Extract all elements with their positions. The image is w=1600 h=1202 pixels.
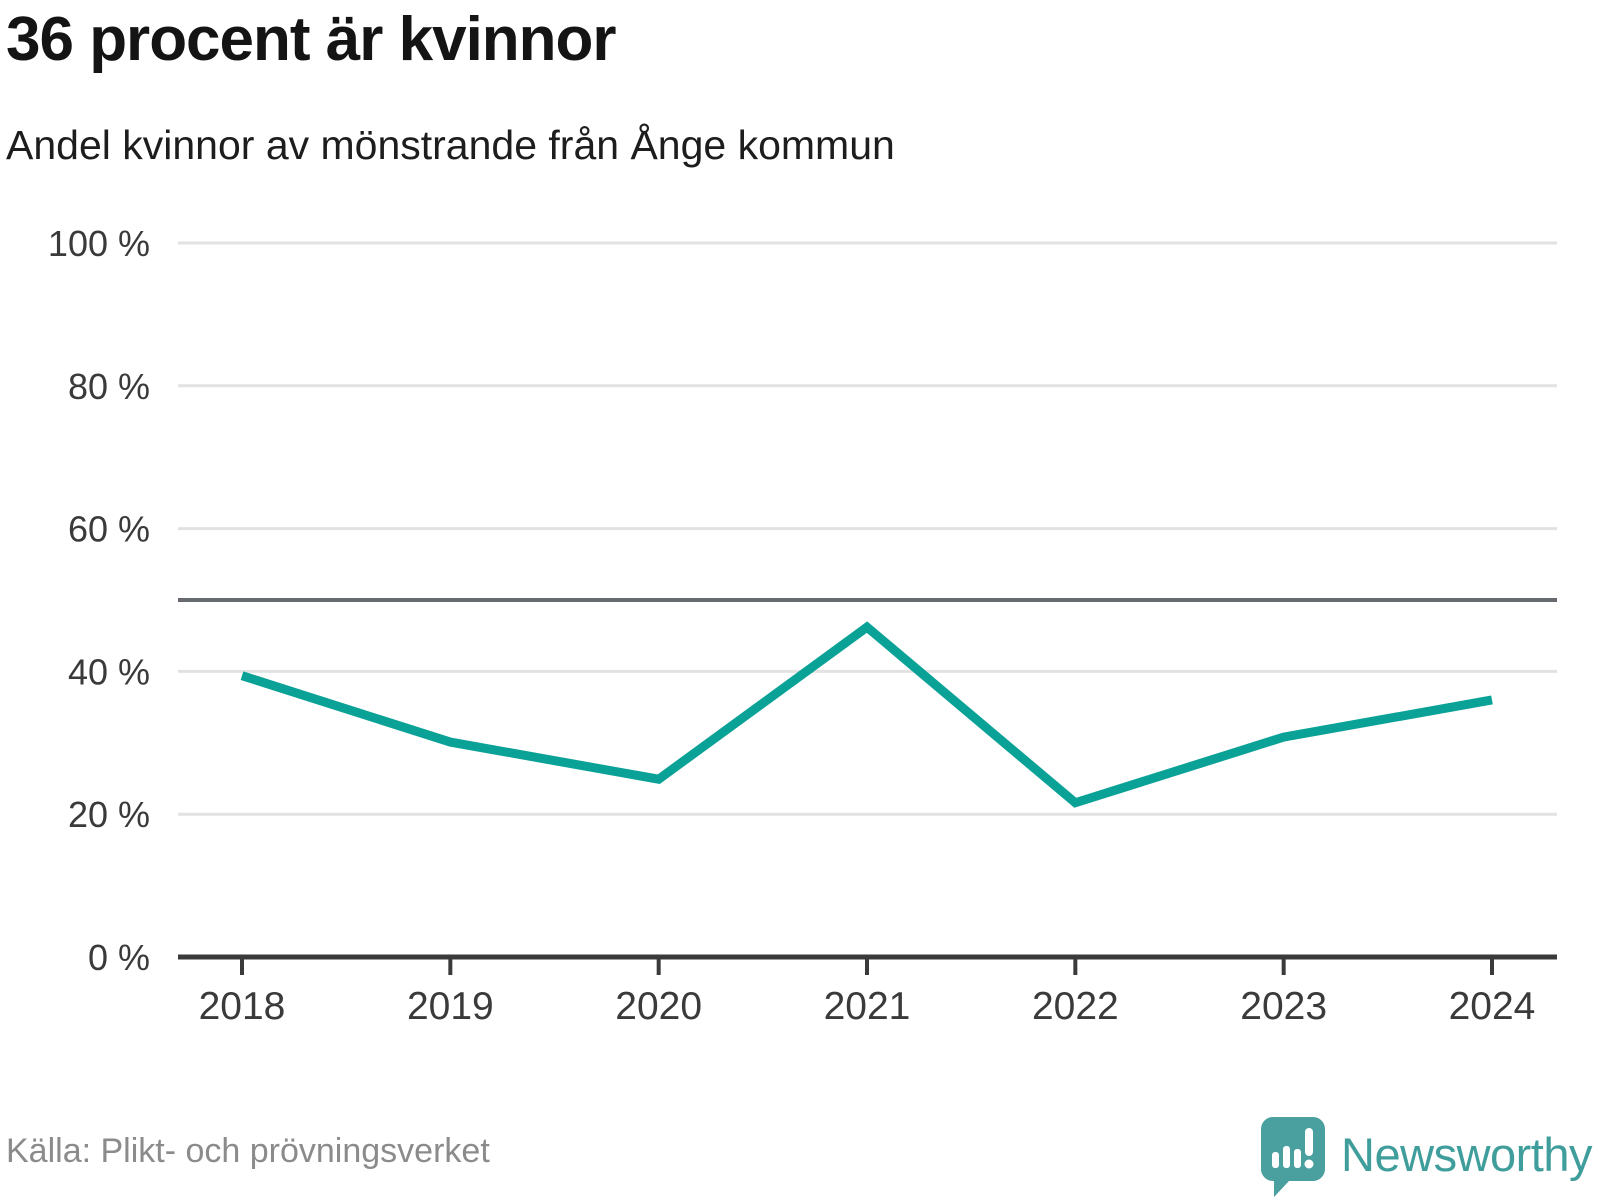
- x-tick-label: 2020: [615, 985, 702, 1028]
- data-line-andel-kvinnor: [240, 621, 1493, 808]
- x-tick-label: 2024: [1449, 985, 1536, 1028]
- y-tick-label: 40 %: [68, 651, 150, 692]
- line-chart: 0 % 20 % 40 % 60 % 80 % 100 % 2018 2019 2020 2021…: [48, 223, 1557, 1028]
- y-tick-label: 60 %: [68, 509, 150, 550]
- y-tick-label: 0 %: [88, 937, 150, 978]
- y-tick-label: 20 %: [68, 794, 150, 835]
- x-tick-label: 2022: [1032, 985, 1119, 1028]
- chart-title: 36 procent är kvinnor: [6, 5, 617, 74]
- newsworthy-logo: Newsworthy: [1259, 1112, 1592, 1202]
- x-tick-label: 2021: [824, 985, 911, 1028]
- source-note: Källa: Plikt- och prövningsverket: [6, 1132, 490, 1170]
- newsworthy-speech-bubble-bar-chart-icon: [1261, 1117, 1326, 1197]
- y-tick-label: 100 %: [48, 223, 150, 264]
- y-tick-label: 80 %: [68, 366, 150, 407]
- x-tick-label: 2023: [1240, 985, 1327, 1028]
- x-tick-label: 2018: [199, 985, 286, 1028]
- brand-wordmark: Newsworthy: [1341, 1127, 1592, 1181]
- chart-subtitle: Andel kvinnor av mönstrande från Ånge ko…: [6, 122, 895, 168]
- x-tick-label: 2019: [407, 985, 494, 1028]
